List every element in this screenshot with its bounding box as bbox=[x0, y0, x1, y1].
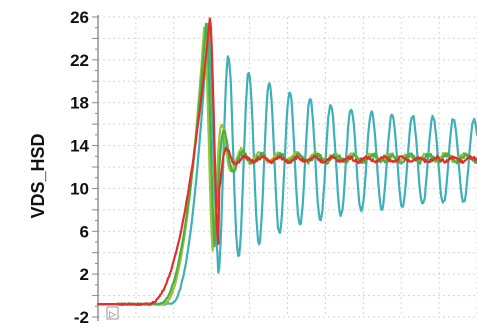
y-tick-label: 26 bbox=[70, 8, 89, 27]
series-group bbox=[96, 17, 477, 306]
y-tick-label: 2 bbox=[80, 265, 89, 284]
scroll-marker[interactable]: ▷ bbox=[106, 306, 119, 320]
y-tick-label: 22 bbox=[70, 51, 89, 70]
grid bbox=[98, 16, 477, 318]
y-tick-label: 10 bbox=[70, 179, 89, 198]
scroll-marker-icon: ▷ bbox=[109, 310, 116, 320]
series-line-4 bbox=[96, 17, 477, 306]
y-tick-label: 6 bbox=[80, 222, 89, 241]
y-axis-label: VDS_HSD bbox=[28, 133, 48, 218]
y-tick-label: 14 bbox=[70, 137, 89, 156]
y-tick-label: -2 bbox=[74, 308, 89, 327]
y-tick-label: 18 bbox=[70, 94, 89, 113]
